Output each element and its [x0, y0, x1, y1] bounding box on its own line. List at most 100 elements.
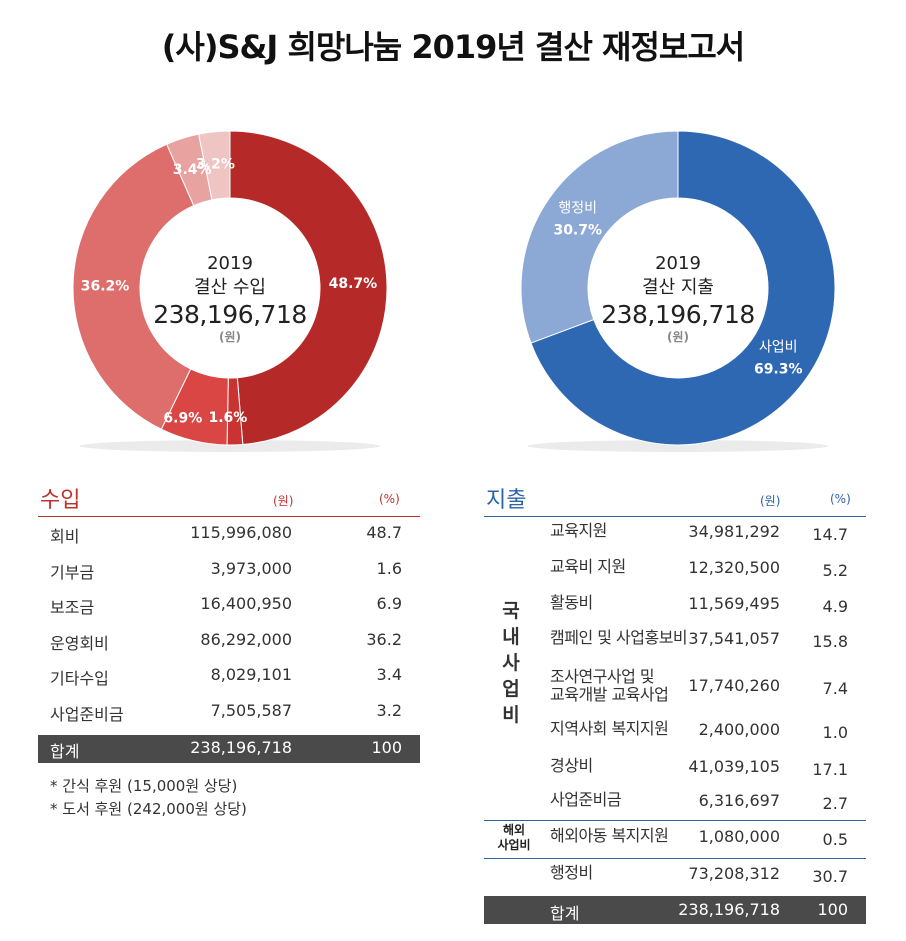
income-label-1: 1.6% [209, 410, 248, 426]
expense-row-amount: 41,039,105 [688, 757, 780, 776]
expense-admin-row: 행정비 73,208,312 30.7 [484, 864, 866, 888]
income-donut-chart: 48.7% 1.6% 6.9% 36.2% 3.4%3.2% [72, 130, 388, 452]
income-total-row: 합계 238,196,718 100 [38, 735, 420, 763]
expense-row-pct: 5.2 [822, 561, 848, 580]
income-row-name: 운영회비 [50, 633, 109, 653]
income-shadow [80, 440, 380, 452]
expense-row-name: 지역사회 복지지원 [550, 719, 669, 738]
income-label-5: 3.2% [196, 157, 235, 173]
expense-row-pct: 4.9 [822, 597, 848, 616]
expense-row-amount: 6,316,697 [698, 791, 780, 810]
expense-unit-won: (원) [760, 494, 781, 508]
income-row-amount: 86,292,000 [200, 629, 292, 649]
income-row-amount: 16,400,950 [200, 594, 292, 614]
expense-table-title: 지출 [486, 488, 527, 513]
income-table-row: 기부금 3,973,000 1.6 [38, 559, 420, 583]
income-row-name: 기부금 [50, 562, 95, 582]
domestic-group-rule [484, 820, 866, 821]
income-table-row: 회비 115,996,080 48.7 [38, 523, 420, 547]
expense-label-1-1: 30.7% [553, 222, 602, 238]
income-slice-5 [198, 130, 231, 201]
expense-row-pct: 0.5 [822, 830, 848, 849]
expense-row-amount: 12,320,500 [688, 558, 780, 577]
expense-label-0-0: 사업비 [759, 340, 798, 356]
income-label-4: 3.4% [173, 162, 212, 178]
expense-center-unit: (원) [666, 330, 689, 344]
income-row-amount: 3,973,000 [210, 558, 292, 578]
expense-row-amount: 17,740,260 [688, 676, 780, 695]
expense-row-amount: 73,208,312 [688, 864, 780, 883]
income-center-amount: 238,196,718 [153, 300, 307, 329]
income-table-row: 기타수입 8,029,101 3.4 [38, 665, 420, 689]
expense-row-name: 교육비 지원 [550, 557, 626, 576]
expense-slice-1 [520, 130, 679, 344]
income-row-amount: 115,996,080 [190, 523, 292, 542]
income-label-0: 48.7% [329, 276, 378, 292]
expense-total-row: 합계 238,196,718 100 [484, 896, 866, 924]
expense-label-1-0: 행정비 [558, 200, 597, 216]
expense-row-name: 행정비 [550, 863, 593, 882]
income-note-2: * 도서 후원 (242,000원 상당) [50, 800, 247, 818]
expense-table-row: 지역사회 복지지원 2,400,000 1.0 [484, 720, 866, 744]
expense-row-amount: 37,541,057 [688, 629, 780, 648]
income-table-title: 수입 [40, 488, 81, 513]
domestic-group-label: 국 내 사 업 비 [502, 600, 520, 726]
income-label-2: 6.9% [163, 411, 202, 427]
expense-row-name: 활동비 [550, 593, 593, 612]
expense-center-amount: 238,196,718 [601, 300, 755, 329]
income-row-name: 사업준비금 [50, 705, 124, 724]
overseas-group-rule [484, 858, 866, 859]
expense-row-pct: 17.1 [812, 760, 848, 779]
income-table-row: 보조금 16,400,950 6.9 [38, 594, 420, 618]
income-row-pct: 3.2 [376, 701, 402, 720]
income-center-label: 2019 결산 수입 238,196,718 (원) [150, 252, 310, 344]
expense-row-pct: 2.7 [822, 794, 848, 813]
expense-total-label: 합계 [550, 904, 580, 923]
expense-row-amount: 11,569,495 [688, 594, 780, 613]
expense-center-title: 결산 지출 [642, 277, 714, 298]
expense-total-pct: 100 [817, 900, 848, 919]
expense-center-label: 2019 결산 지출 238,196,718 (원) [598, 252, 758, 344]
expense-table-row: 사업준비금 6,316,697 2.7 [484, 791, 866, 815]
income-row-pct: 48.7 [366, 523, 402, 542]
expense-row-name: 캠페인 및 사업홍보비 [550, 628, 688, 647]
overseas-group-label: 해외 사업비 [497, 823, 531, 852]
income-unit-pct: (%) [379, 492, 400, 506]
income-table-row: 사업준비금 7,505,587 3.2 [38, 701, 420, 725]
income-center-year: 2019 [207, 253, 253, 274]
income-total-amount: 238,196,718 [190, 738, 292, 757]
income-total-pct: 100 [371, 738, 402, 757]
expense-total-amount: 238,196,718 [678, 900, 780, 919]
income-note-1: * 간식 후원 (15,000원 상당) [50, 777, 238, 795]
income-table-row: 운영회비 86,292,000 36.2 [38, 630, 420, 654]
expense-row-name: 사업준비금 [550, 790, 622, 809]
expense-header-rule [484, 516, 866, 517]
income-center-unit: (원) [218, 330, 241, 344]
expense-row-pct: 7.4 [822, 679, 848, 698]
income-slice-3 [72, 143, 195, 430]
income-unit-won: (원) [273, 494, 294, 508]
expense-overseas-row: 해외아동 복지지원 1,080,000 0.5 [484, 827, 866, 851]
expense-slice-0 [530, 130, 836, 446]
expense-row-amount: 34,981,292 [688, 522, 780, 541]
expense-unit-pct: (%) [830, 492, 851, 506]
expense-center-year: 2019 [655, 253, 701, 274]
income-total-label: 합계 [50, 742, 80, 761]
expense-row-name: 해외아동 복지지원 [550, 826, 669, 845]
income-row-pct: 6.9 [376, 594, 402, 614]
income-row-amount: 8,029,101 [210, 665, 292, 685]
income-slice-0 [229, 130, 388, 446]
expense-row-amount: 1,080,000 [698, 827, 780, 846]
expense-row-pct: 30.7 [812, 867, 848, 886]
expense-row-pct: 15.8 [812, 632, 848, 651]
income-label-3: 36.2% [81, 279, 130, 295]
expense-label-0-1: 69.3% [754, 362, 803, 378]
income-row-name: 보조금 [50, 598, 95, 618]
income-header-rule [38, 516, 420, 517]
expense-table-row: 경상비 41,039,105 17.1 [484, 757, 866, 781]
income-row-pct: 1.6 [376, 558, 402, 578]
expense-row-amount: 2,400,000 [698, 720, 780, 739]
expense-table-row: 캠페인 및 사업홍보비 37,541,057 15.8 [484, 629, 866, 653]
page-title: (사)S&J 희망나눔 2019년 결산 재정보고서 [161, 28, 745, 66]
expense-row-name: 경상비 [550, 756, 593, 775]
